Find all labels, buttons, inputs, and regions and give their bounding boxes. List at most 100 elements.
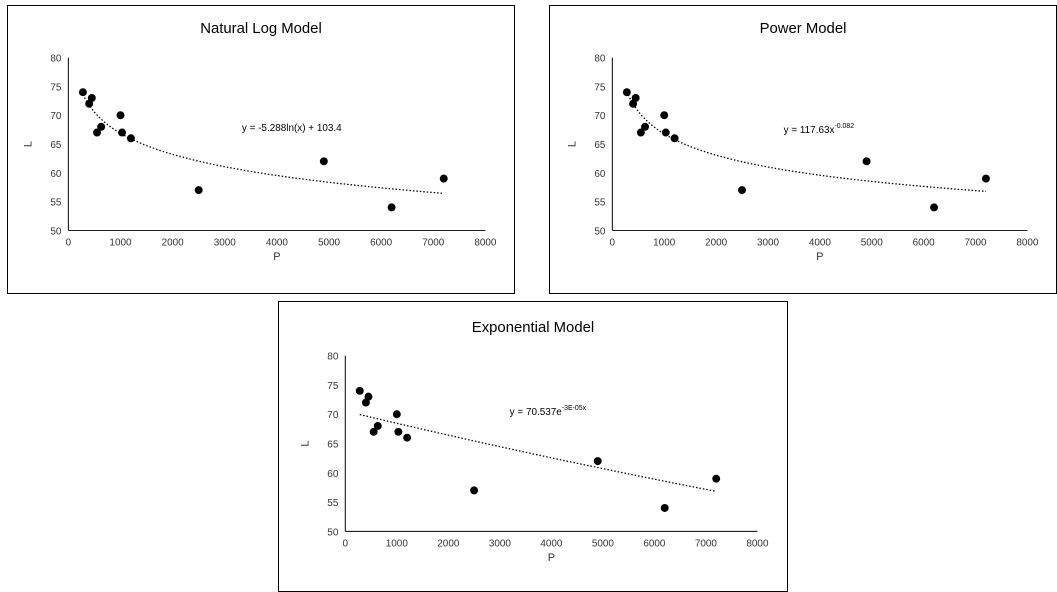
x-tick-label: 0 (610, 237, 616, 248)
data-point (392, 410, 401, 419)
x-tick-label: 5000 (318, 237, 341, 248)
y-tick-label: 70 (594, 111, 606, 122)
power-chart: Power Model 0 1000 2000 3000 4000 5000 6000 7000… (567, 21, 1039, 263)
y-tick-label: 80 (50, 54, 62, 65)
data-point (712, 474, 721, 483)
exponential-chart: Exponential Model 0 1000 2000 3000 4000 5000 60… (300, 320, 769, 564)
y-tick-label: 80 (594, 54, 606, 65)
y-tick-label: 65 (50, 140, 62, 151)
y-axis-label: L (300, 440, 312, 446)
data-point (373, 421, 382, 430)
trendline (82, 94, 444, 195)
x-tick-label: 1000 (386, 538, 409, 549)
y-tick-label: 65 (594, 140, 606, 151)
x-tick-label: 2000 (437, 538, 460, 549)
x-tick-label: 8000 (1016, 237, 1039, 248)
data-point (116, 111, 125, 120)
data-point (930, 203, 939, 212)
power-chart-panel: Power Model 0 1000 2000 3000 4000 5000 6000 7000… (549, 5, 1057, 294)
y-tick-label: 60 (327, 469, 339, 480)
exponential-chart-panel: Exponential Model 0 1000 2000 3000 4000 5000 60… (278, 301, 788, 592)
x-tick-label: 1000 (109, 237, 132, 248)
data-point (661, 128, 670, 137)
trendline (359, 413, 717, 493)
data-point (641, 122, 649, 131)
y-tick-label: 75 (50, 82, 62, 93)
y-tick-label: 55 (50, 198, 62, 209)
y-axis-label: L (23, 141, 35, 147)
data-point (631, 93, 640, 102)
data-point (319, 157, 328, 166)
x-tick-label: 4000 (809, 237, 832, 248)
data-point (660, 111, 669, 120)
y-tick-label: 60 (50, 169, 62, 180)
data-point (369, 427, 378, 436)
x-tick-label: 5000 (592, 538, 615, 549)
trendline-equation: y = -5.288ln(x) + 103.4 (242, 123, 342, 134)
y-axis-label: L (567, 141, 579, 147)
x-tick-label: 8000 (746, 538, 769, 549)
chart-title: Power Model (760, 21, 847, 37)
x-tick-label: 4000 (266, 237, 289, 248)
x-tick-label: 5000 (861, 237, 884, 248)
x-tick-label: 3000 (489, 538, 512, 549)
y-tick-label: 65 (327, 439, 339, 450)
natural-log-chart-panel: Natural Log Model 0 1000 2000 3000 4000 5000 60… (7, 5, 515, 294)
x-tick-label: 8000 (474, 237, 497, 248)
x-tick-label: 1000 (653, 237, 676, 248)
y-tick-label: 55 (594, 198, 606, 209)
y-tick-label: 75 (327, 381, 339, 392)
trendline (626, 91, 986, 193)
x-tick-label: 7000 (695, 538, 718, 549)
data-point (355, 386, 364, 395)
data-point (364, 392, 373, 401)
x-tick-label: 3000 (214, 237, 237, 248)
data-point (394, 427, 403, 436)
y-tick-label: 70 (327, 410, 339, 421)
x-tick-label: 0 (66, 237, 72, 248)
data-point (738, 186, 747, 195)
x-tick-label: 2000 (705, 237, 728, 248)
x-tick-label: 4000 (540, 538, 563, 549)
natural-log-chart: Natural Log Model 0 1000 2000 3000 4000 5000 60… (23, 21, 497, 263)
data-point (387, 203, 396, 212)
data-point (981, 174, 990, 183)
y-tick-label: 70 (50, 111, 62, 122)
data-point (660, 504, 669, 512)
x-tick-label: 0 (343, 538, 349, 549)
chart-title: Natural Log Model (200, 21, 322, 37)
x-axis-label: P (816, 251, 823, 263)
data-point (78, 88, 87, 97)
x-axis-label: P (273, 251, 280, 263)
data-point (439, 174, 448, 183)
trendline-equation: y = 70.537e-3E-05x (510, 405, 587, 418)
y-tick-label: 50 (50, 226, 62, 237)
x-axis-label: P (548, 552, 555, 564)
data-point (622, 88, 631, 97)
data-point (118, 128, 127, 137)
data-point (593, 457, 602, 466)
data-point (862, 157, 871, 166)
y-tick-label: 80 (327, 352, 339, 363)
y-tick-label: 50 (594, 226, 606, 237)
y-tick-label: 60 (594, 169, 606, 180)
data-point (93, 128, 101, 137)
data-point (403, 433, 412, 442)
x-tick-label: 7000 (965, 237, 988, 248)
x-tick-label: 6000 (370, 237, 393, 248)
x-tick-label: 2000 (162, 237, 185, 248)
x-tick-label: 6000 (913, 237, 936, 248)
y-tick-label: 50 (327, 527, 339, 538)
y-tick-label: 75 (594, 82, 606, 93)
trendline-equation: y = 117.63x-0.082 (784, 123, 855, 136)
y-tick-label: 55 (327, 498, 339, 509)
x-tick-label: 7000 (422, 237, 445, 248)
chart-title: Exponential Model (472, 320, 594, 336)
data-point (470, 486, 479, 495)
data-point (194, 186, 203, 195)
data-point (126, 134, 135, 143)
x-tick-label: 3000 (757, 237, 780, 248)
x-tick-label: 6000 (643, 538, 666, 549)
data-point (97, 122, 106, 131)
data-point (636, 128, 645, 137)
